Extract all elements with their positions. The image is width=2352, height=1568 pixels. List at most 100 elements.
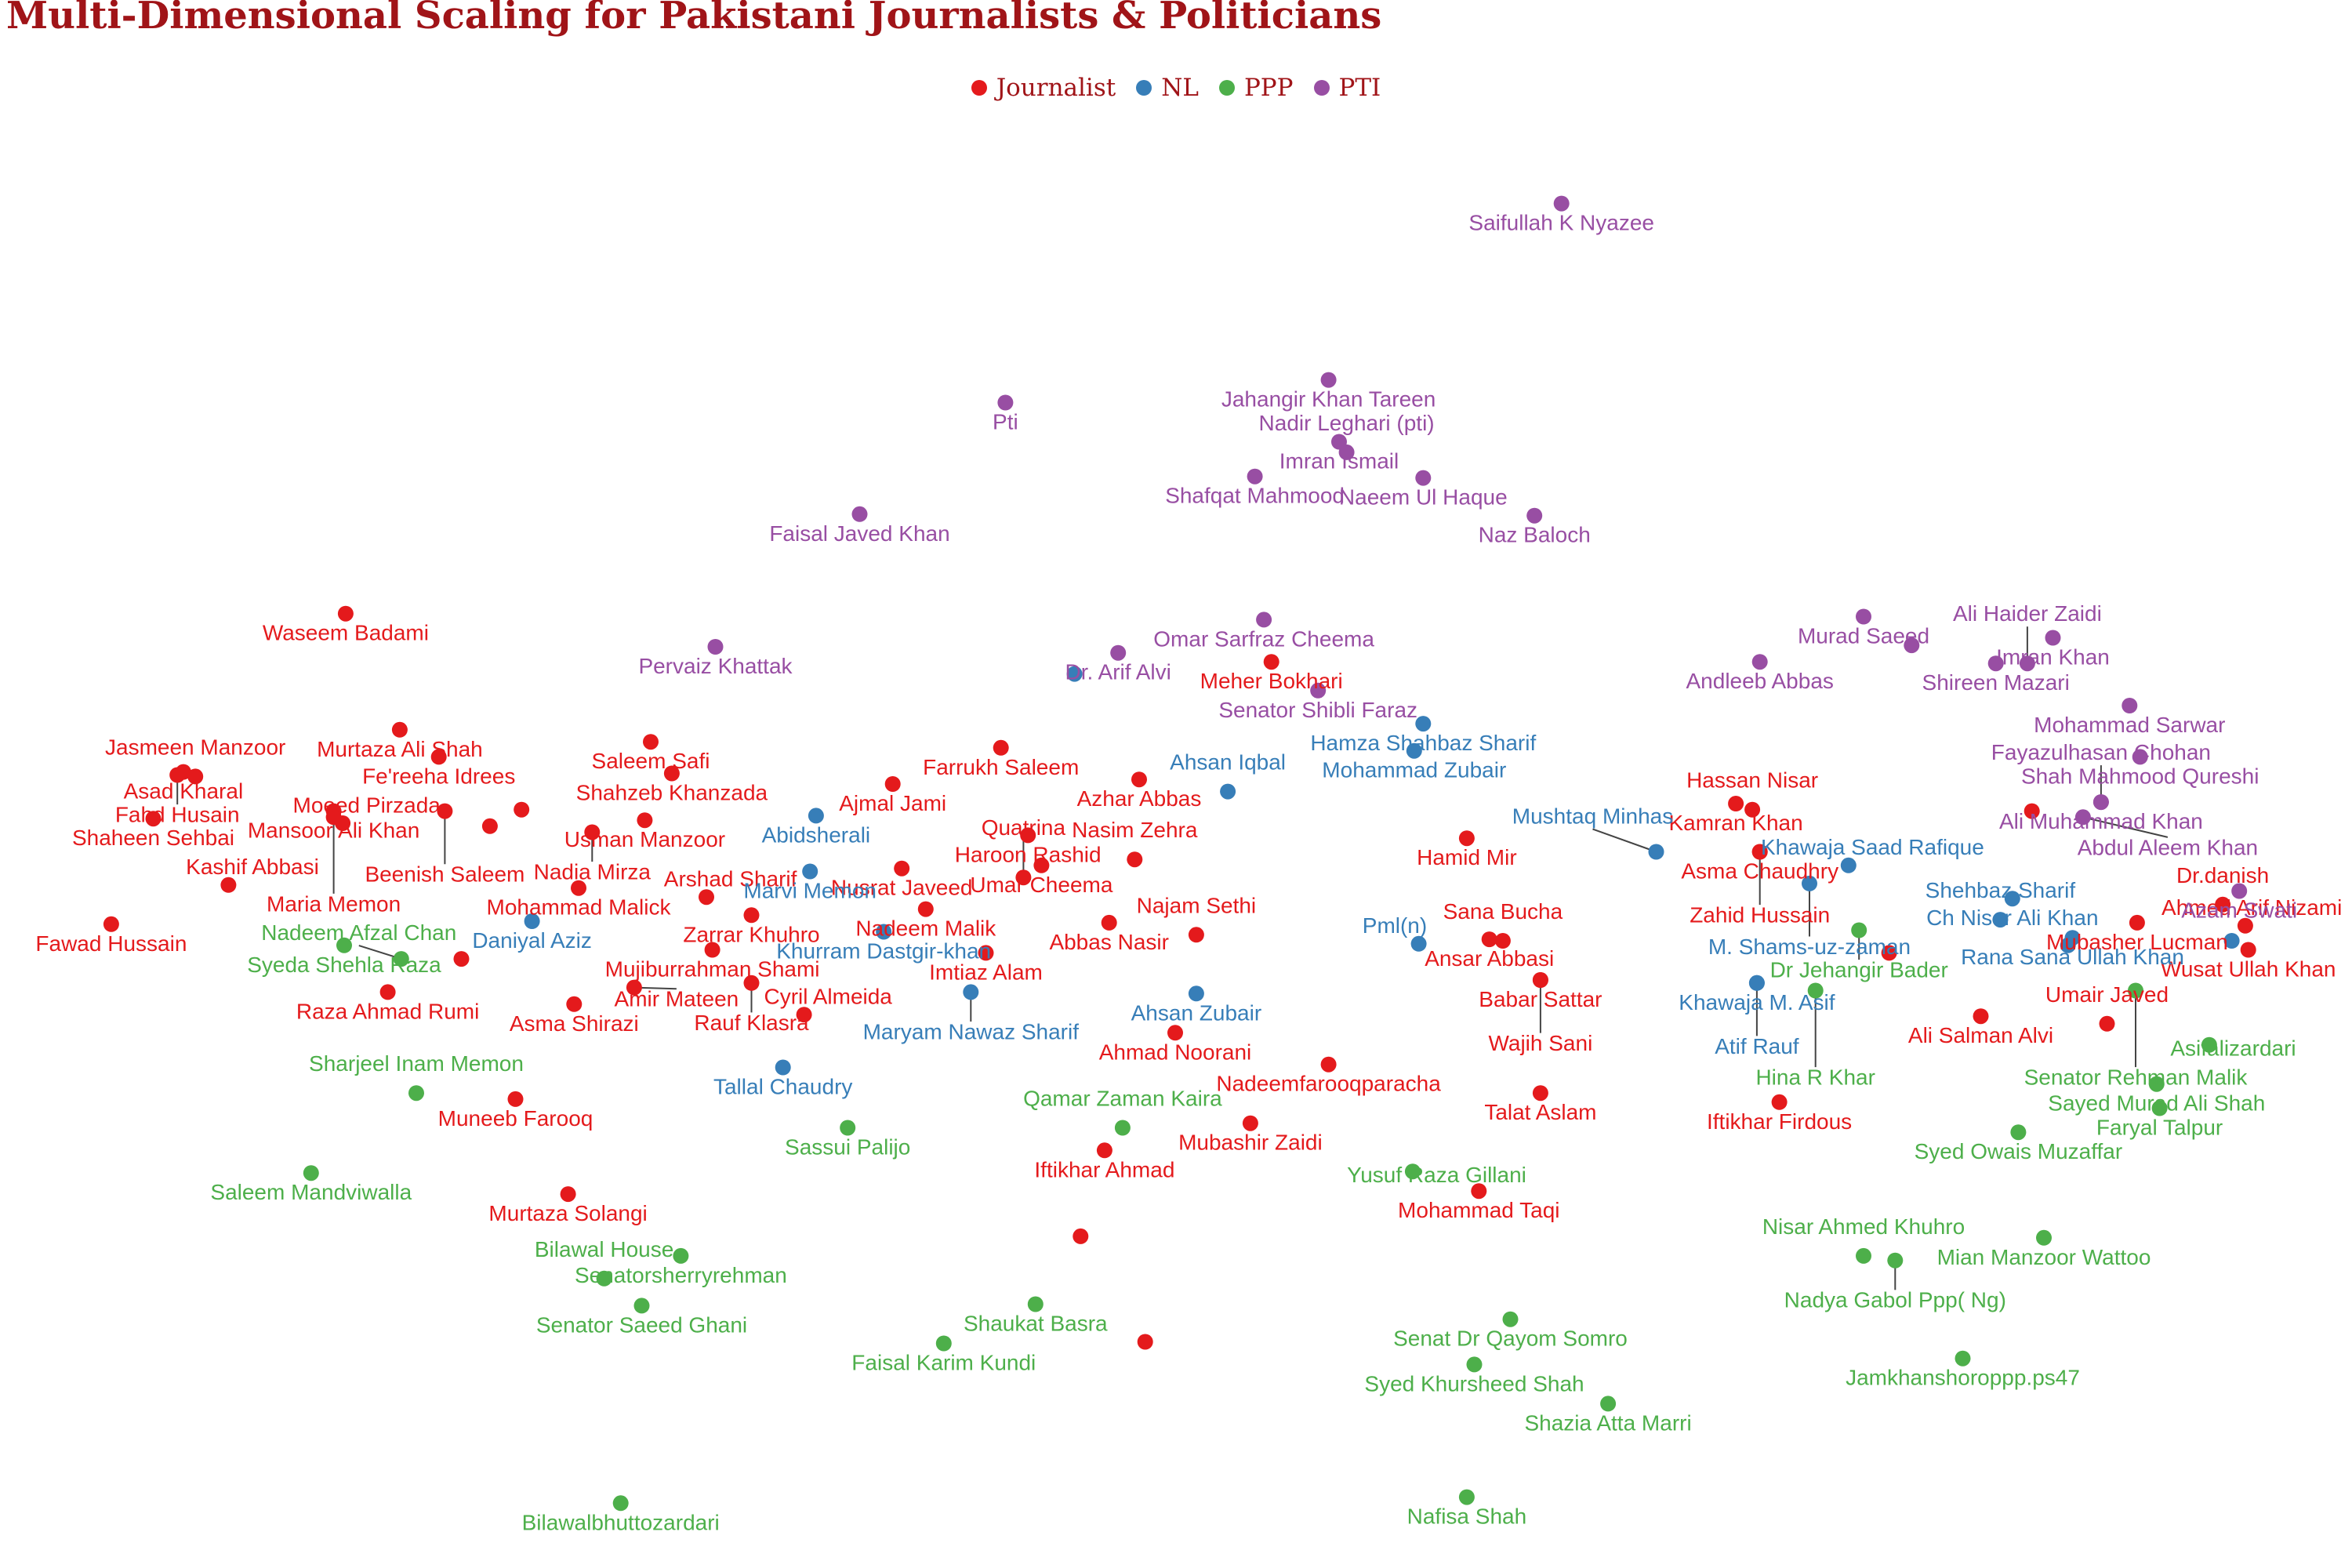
point-journalist-nusrat-javeed[interactable] [894, 860, 910, 877]
point-journalist-sana-bucha[interactable] [1494, 933, 1511, 949]
point-nl-maryam-nawaz-sharif[interactable] [963, 984, 979, 1000]
point-ppp-syed-khursheed-shah[interactable] [1466, 1356, 1483, 1373]
point-pti-dr-arif-alvi[interactable] [1110, 644, 1127, 661]
point-journalist-shahzeb-khanzada[interactable] [663, 765, 680, 782]
point-pti-omar-sarfraz-cheema[interactable] [1256, 612, 1272, 628]
point-nl-khawaja-saad-rafique[interactable] [1840, 857, 1857, 873]
point-journalist-fe-reeha-idrees[interactable] [430, 749, 447, 765]
point-pti-shafqat-mahmood[interactable] [1247, 468, 1263, 485]
point-ppp-syeda-shehla-raza[interactable] [336, 937, 352, 953]
point-ppp-mian-manzoor-wattoo[interactable] [2036, 1229, 2052, 1246]
point-journalist-mohammad-malick[interactable] [571, 880, 586, 896]
point-pti-fayazulhasan-chohan[interactable] [2092, 794, 2109, 811]
point-journalist-unlabeled-13[interactable] [481, 818, 498, 834]
point-ppp-syed-owais-muzaffar[interactable] [2010, 1124, 2027, 1141]
point-pti-ali-haider-zaidi[interactable] [2019, 655, 2035, 672]
point-nl-unlabeled-6[interactable] [1066, 666, 1083, 682]
point-journalist-mujiburrahman-shami[interactable] [704, 942, 720, 958]
point-ppp-nisar-ahmed-khuhro[interactable] [1856, 1247, 1871, 1264]
point-journalist-fahd-husain[interactable] [169, 767, 186, 783]
point-journalist-nadeem-malik[interactable] [917, 901, 934, 917]
point-journalist-maria-memon[interactable] [325, 809, 342, 826]
point-pti-naeem-ul-haque[interactable] [1415, 470, 1432, 486]
point-journalist-murtaza-solangi[interactable] [560, 1186, 576, 1203]
point-pti-azam-swati[interactable] [2231, 883, 2248, 899]
point-nl-ch-nisar-ali-khan[interactable] [2004, 891, 2020, 907]
point-journalist-iftikhar-ahmad[interactable] [1096, 1142, 1112, 1159]
point-journalist-jasmeen-manzoor[interactable] [187, 768, 204, 785]
point-journalist-kashif-abbasi[interactable] [220, 877, 237, 893]
point-nl-daniyal-aziz[interactable] [524, 913, 540, 929]
point-ppp-shaukat-basra[interactable] [1027, 1296, 1044, 1312]
point-pti-unlabeled-14[interactable] [1904, 637, 1920, 654]
point-nl-pml-n[interactable] [1410, 935, 1427, 952]
point-nl-ahsan-iqbal[interactable] [1220, 783, 1236, 800]
point-pti-shireen-mazari[interactable] [1987, 655, 2004, 672]
point-nl-tallal-chaudry[interactable] [775, 1059, 791, 1076]
point-ppp-senator-saeed-ghani[interactable] [633, 1298, 650, 1314]
point-ppp-nadeem-afzal-chan[interactable] [393, 951, 409, 967]
point-ppp-dr-jehangir-bader[interactable] [1851, 922, 1867, 938]
point-journalist-unlabeled-68[interactable] [1073, 1228, 1089, 1244]
point-journalist-unlabeled-57[interactable] [1881, 945, 1897, 961]
point-journalist-meher-bokhari[interactable] [1263, 654, 1279, 670]
point-nl-abidsherali[interactable] [808, 808, 824, 824]
point-journalist-kamran-khan[interactable] [1728, 796, 1744, 811]
point-ppp-yusuf-raza-gillani[interactable] [1404, 1163, 1421, 1180]
point-ppp-faisal-karim-kundi[interactable] [935, 1335, 952, 1352]
point-nl-unlabeled-18[interactable] [2060, 937, 2076, 953]
point-journalist-ali-salman-alvi[interactable] [1973, 1008, 1989, 1025]
point-journalist-cyril-almeida[interactable] [796, 1007, 812, 1023]
point-pti-abdul-aleem-khan[interactable] [2074, 809, 2091, 826]
point-journalist-saleem-safi[interactable] [643, 734, 659, 750]
point-journalist-ahmed-arif-nizami[interactable] [2237, 917, 2253, 934]
point-journalist-dr-danish[interactable] [2215, 896, 2231, 913]
point-pti-imran-khan[interactable] [2045, 630, 2061, 646]
point-journalist-imtiaz-alam[interactable] [978, 945, 994, 961]
point-journalist-wusat-ullah-khan[interactable] [2240, 942, 2256, 958]
legend-item-ppp[interactable]: PPP [1218, 74, 1294, 102]
point-ppp-qamar-zaman-kaira[interactable] [1114, 1120, 1131, 1136]
point-ppp-senatorsherryrehman[interactable] [673, 1247, 689, 1264]
point-journalist-abbas-nasir[interactable] [1101, 914, 1117, 931]
point-nl-m-shams-uz-zaman[interactable] [1802, 875, 1817, 891]
point-journalist-mubashir-zaidi[interactable] [1242, 1115, 1258, 1131]
point-journalist-ansar-abbasi[interactable] [1481, 931, 1497, 948]
point-nl-atif-rauf[interactable] [1748, 975, 1765, 991]
point-nl-ahsan-zubair[interactable] [1188, 985, 1204, 1002]
point-nl-mushtaq-minhas[interactable] [1648, 844, 1664, 860]
point-journalist-unlabeled-69[interactable] [1137, 1334, 1153, 1350]
point-journalist-waseem-badami[interactable] [337, 605, 354, 622]
point-journalist-unlabeled-52[interactable] [2024, 803, 2040, 819]
point-journalist-iftikhar-firdous[interactable] [1771, 1094, 1788, 1110]
point-ppp-asifalizardari[interactable] [2201, 1036, 2217, 1053]
point-journalist-fawad-hussain[interactable] [103, 916, 119, 932]
point-ppp-bilawal-house[interactable] [596, 1270, 612, 1287]
point-journalist-ajmal-jami[interactable] [884, 776, 901, 792]
point-journalist-mohammad-taqi[interactable] [1471, 1183, 1487, 1200]
point-journalist-unlabeled-23[interactable] [453, 951, 470, 967]
point-journalist-nadia-mirza[interactable] [584, 824, 601, 840]
point-ppp-shazia-atta-marri[interactable] [1600, 1396, 1617, 1412]
point-journalist-hassan-nisar[interactable] [1744, 801, 1761, 818]
point-journalist-wajih-sani[interactable] [1532, 972, 1548, 988]
point-ppp-nafisa-shah[interactable] [1458, 1489, 1475, 1505]
point-journalist-talat-aslam[interactable] [1532, 1085, 1548, 1102]
point-ppp-sassui-palijo[interactable] [840, 1120, 856, 1136]
point-journalist-shaheen-sehbai[interactable] [145, 811, 162, 827]
point-pti-jahangir-khan-tareen[interactable] [1320, 372, 1337, 388]
point-journalist-umar-cheema[interactable] [1033, 857, 1050, 873]
point-journalist-unlabeled-14[interactable] [514, 801, 530, 818]
point-nl-shehbaz-sharif[interactable] [1992, 912, 2009, 928]
point-nl-khurram-dastgir-khan[interactable] [876, 924, 892, 940]
point-journalist-zarrar-khuhro[interactable] [743, 907, 760, 924]
point-ppp-faryal-talpur[interactable] [2151, 1100, 2168, 1116]
point-pti-naz-baloch[interactable] [1526, 507, 1543, 524]
point-nl-mohammad-zubair[interactable] [1406, 742, 1422, 759]
point-ppp-saleem-mandviwalla[interactable] [303, 1165, 319, 1181]
point-pti-pti[interactable] [997, 394, 1014, 411]
point-ppp-hina-r-khar[interactable] [1807, 982, 1824, 999]
point-journalist-amir-mateen[interactable] [626, 979, 642, 996]
point-journalist-azhar-abbas[interactable] [1131, 771, 1147, 788]
point-journalist-nasim-zehra[interactable] [1127, 851, 1143, 868]
